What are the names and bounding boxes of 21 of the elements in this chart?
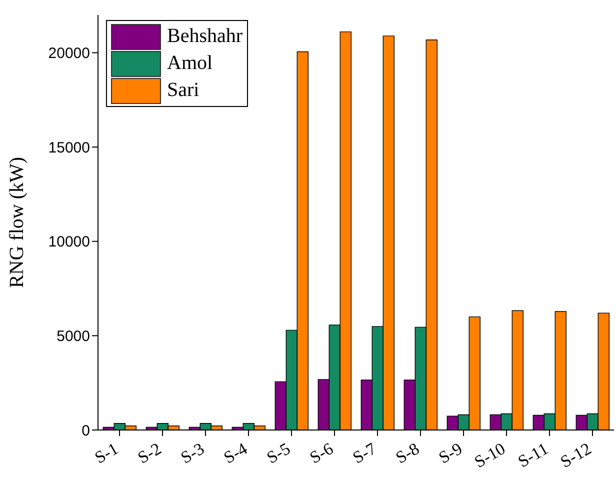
x-tick-label: S-3 [178, 439, 208, 468]
x-tick-label: S-5 [264, 439, 294, 468]
legend-label: Sari [167, 79, 200, 102]
y-tick-label: 15000 [48, 139, 90, 156]
x-tick-label: S-7 [350, 438, 380, 468]
y-tick-label: 0 [82, 422, 90, 440]
x-tick-label: S-9 [436, 439, 466, 468]
x-tick-label: S-12 [557, 439, 594, 472]
y-tick-label: 10000 [48, 234, 90, 251]
legend-label: Amol [167, 52, 213, 75]
x-tick-label: S-1 [92, 439, 122, 468]
x-tick-label: S-10 [471, 439, 508, 472]
y-axis-title: RNG flow (kW) [6, 156, 28, 288]
x-tick-label: S-2 [134, 439, 164, 468]
y-tick-label: 5000 [56, 328, 90, 346]
legend-label: Behshahr [167, 25, 243, 48]
x-tick-label: S-4 [220, 438, 251, 468]
y-tick-label: 20000 [48, 45, 90, 62]
x-tick-label: S-6 [306, 439, 336, 468]
x-tick-label: S-8 [392, 439, 422, 468]
x-tick-label: S-11 [514, 439, 552, 472]
